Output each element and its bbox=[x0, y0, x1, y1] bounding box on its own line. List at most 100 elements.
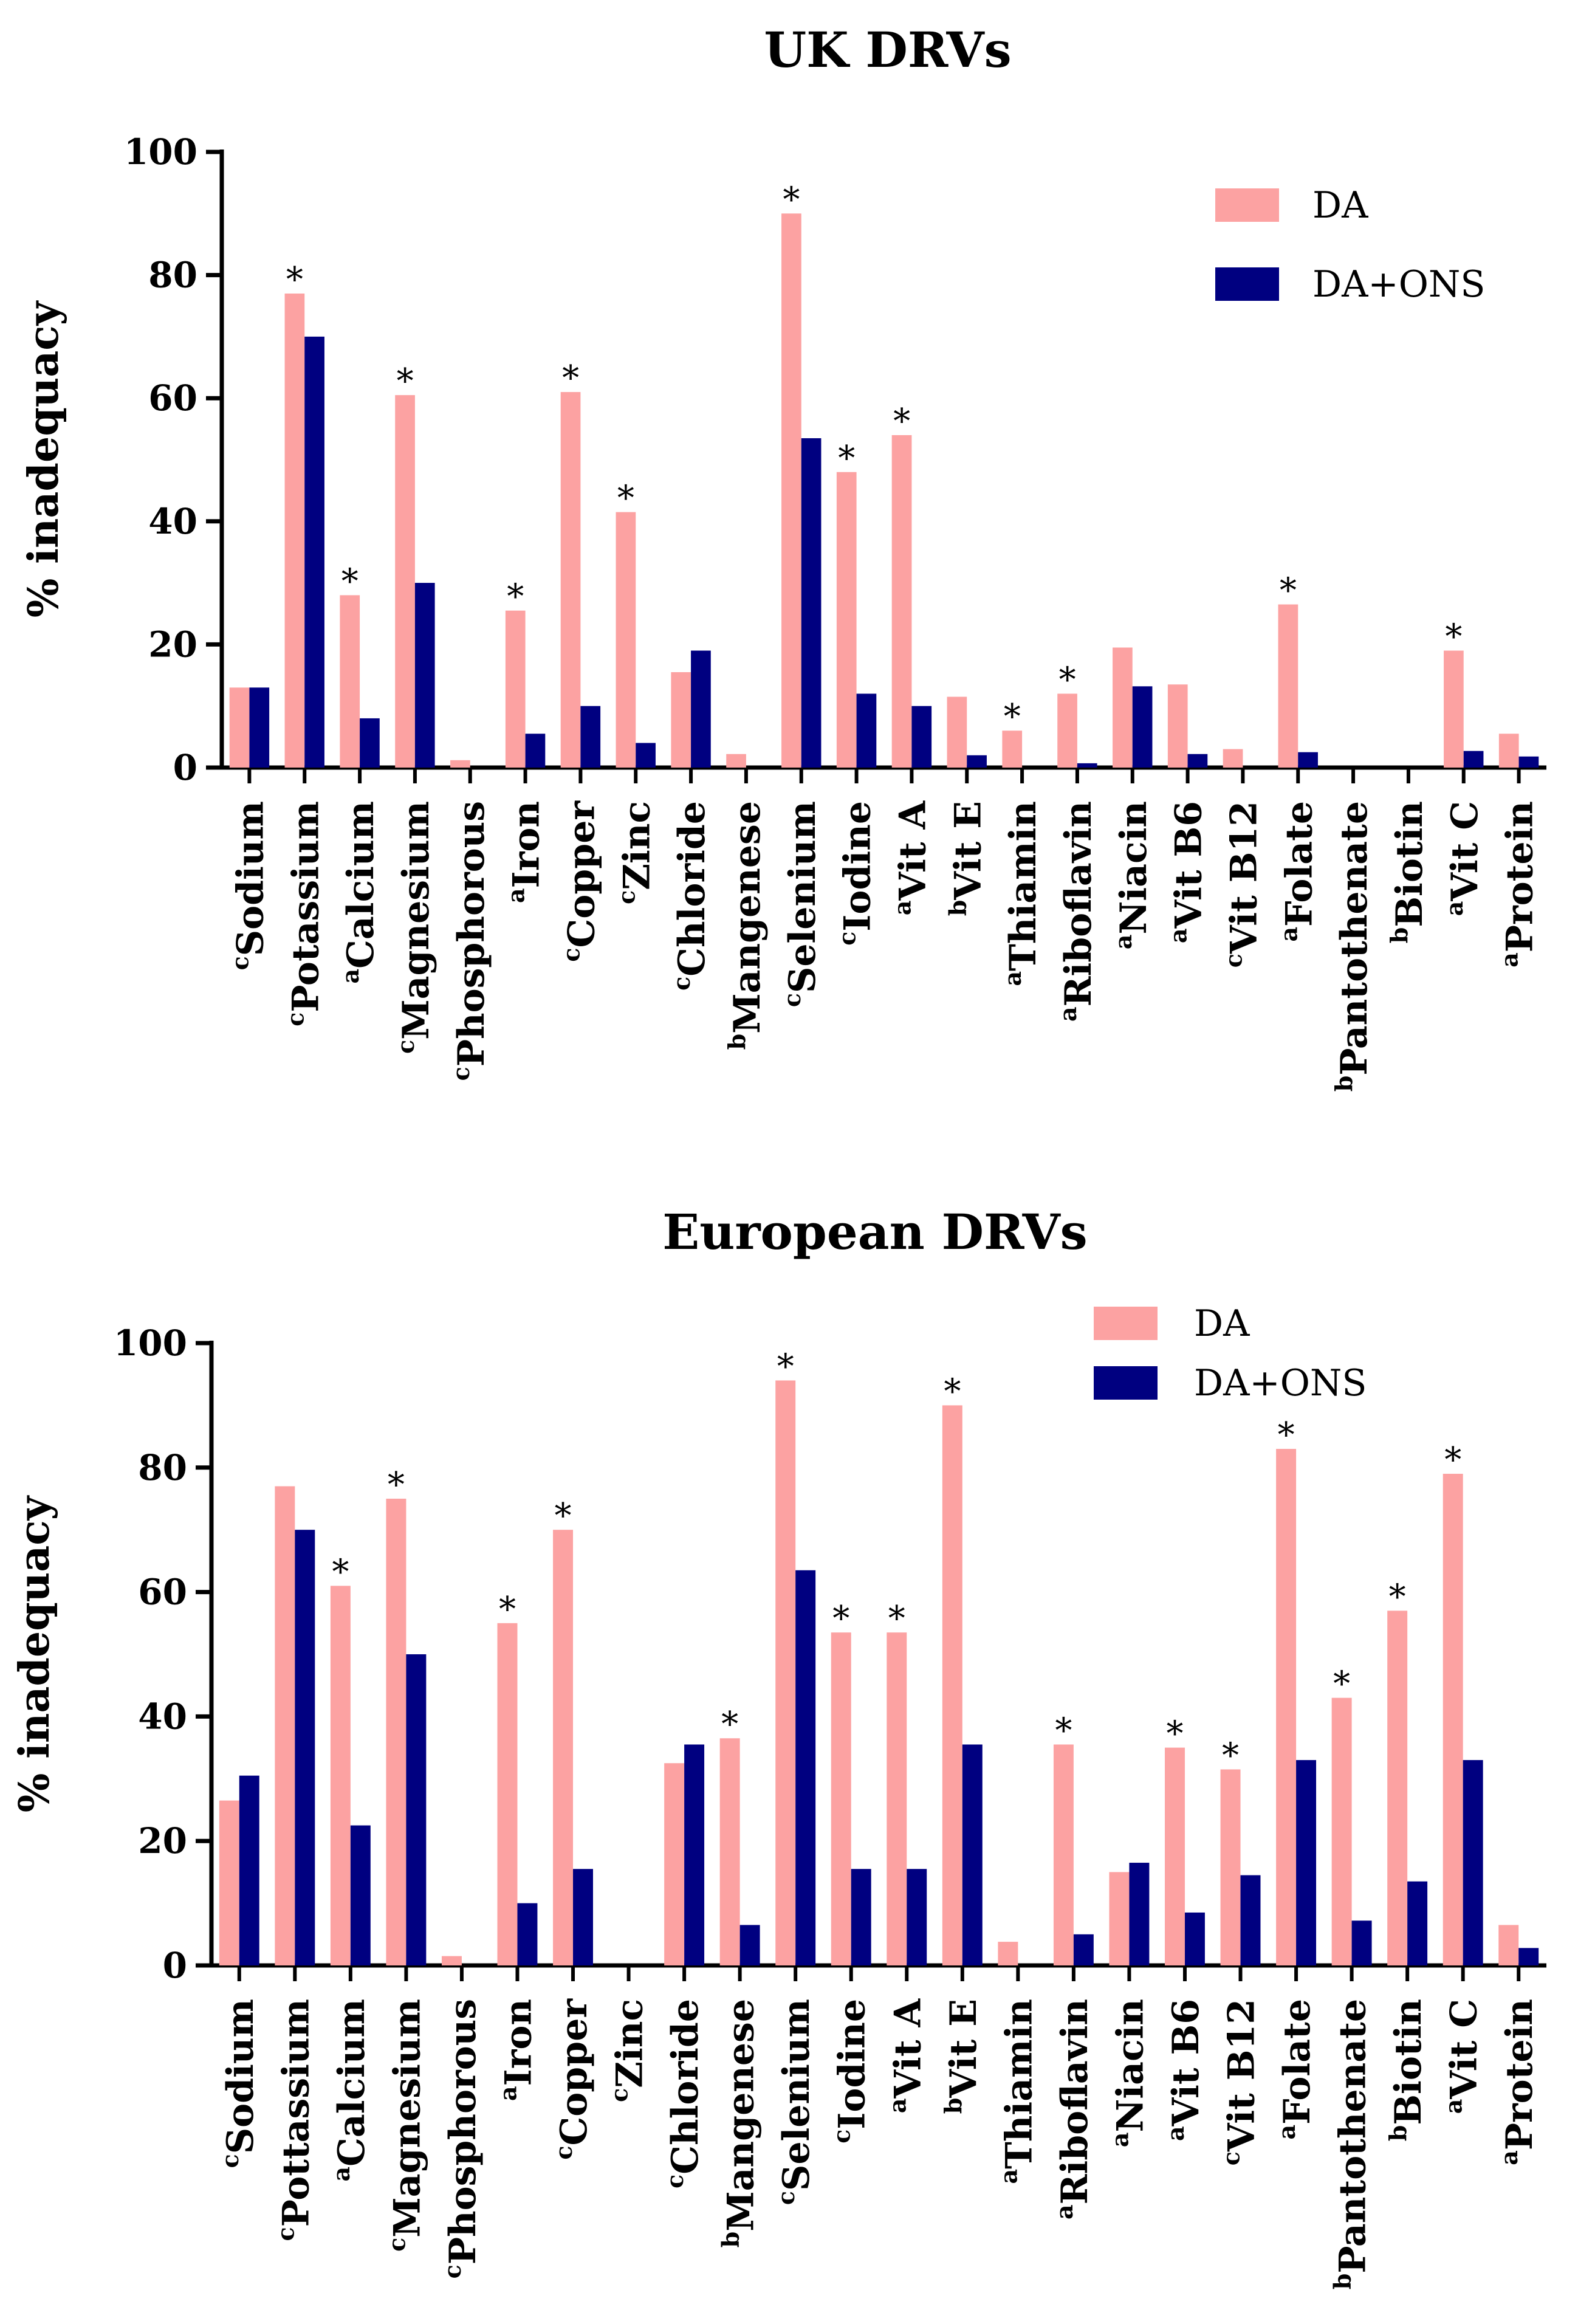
x-tick-label: aIron bbox=[494, 1999, 540, 2101]
x-tick-label: aVit C bbox=[1441, 801, 1486, 916]
bar-da-ons-9 bbox=[739, 1925, 760, 1965]
significance-marker: * bbox=[1389, 1577, 1406, 1617]
x-tick-label: aNiacin bbox=[1106, 1999, 1151, 2147]
category-name: Iron bbox=[506, 801, 548, 888]
significance-marker: * bbox=[888, 1599, 905, 1638]
category-name: Copper bbox=[553, 1998, 595, 2146]
category-superscript: b bbox=[1330, 1076, 1357, 1092]
x-tick-label: cPottassium bbox=[272, 1999, 317, 2241]
bar-da-9 bbox=[726, 754, 746, 768]
bar-da-0 bbox=[219, 1800, 239, 1965]
x-tick-label: aFolate bbox=[1275, 801, 1320, 942]
x-tick-label: aVit A bbox=[883, 1998, 929, 2114]
bar-da-ons-2 bbox=[350, 1825, 371, 1965]
category-superscript: a bbox=[883, 2098, 911, 2113]
bar-da-ons-15 bbox=[1073, 1934, 1094, 1965]
category-name: Niacin bbox=[1113, 801, 1155, 934]
x-tick-label: bVit E bbox=[939, 1999, 985, 2114]
bar-da-18 bbox=[1223, 749, 1243, 768]
category-superscript: c bbox=[834, 932, 861, 946]
category-superscript: c bbox=[1218, 2151, 1245, 2165]
category-name: Vit B12 bbox=[1221, 1999, 1263, 2152]
bar-da-ons-22 bbox=[1463, 1760, 1483, 1965]
significance-marker: * bbox=[838, 439, 855, 478]
x-tick-label: bBiotin bbox=[1384, 1999, 1430, 2141]
x-tick-label: cMagnesium bbox=[392, 801, 437, 1054]
category-name: Zinc bbox=[616, 801, 658, 890]
category-superscript: c bbox=[216, 2154, 244, 2168]
category-name: Pantothenate bbox=[1333, 801, 1376, 1076]
y-tick-label: 80 bbox=[138, 1447, 187, 1488]
category-name: Phosphorous bbox=[450, 801, 493, 1067]
bar-da-ons-16 bbox=[1129, 1863, 1150, 1965]
y-tick-label: 20 bbox=[138, 1820, 187, 1862]
bar-da-ons-17 bbox=[1184, 1912, 1205, 1965]
bar-da-12 bbox=[891, 435, 912, 768]
legend: DA DA+ONS bbox=[1215, 184, 1486, 306]
bar-da-12 bbox=[887, 1632, 907, 1965]
bar-da-ons-19 bbox=[1298, 752, 1318, 768]
bar-da-ons-19 bbox=[1296, 1760, 1317, 1965]
legend-swatch-da bbox=[1215, 188, 1279, 222]
bar-da-ons-3 bbox=[406, 1654, 427, 1965]
significance-marker: * bbox=[721, 1705, 738, 1744]
bar-da-17 bbox=[1167, 684, 1188, 768]
category-superscript: a bbox=[337, 969, 364, 984]
category-superscript: c bbox=[392, 1040, 419, 1054]
bar-da-2 bbox=[340, 595, 360, 768]
y-tick-label: 40 bbox=[138, 1696, 187, 1737]
category-name: Biotin bbox=[1387, 1999, 1430, 2125]
bar-da-11 bbox=[836, 472, 857, 768]
bar-da-10 bbox=[775, 1380, 796, 1965]
category-superscript: a bbox=[1165, 928, 1192, 943]
category-superscript: a bbox=[328, 2167, 355, 2182]
bar-da-ons-17 bbox=[1187, 754, 1208, 768]
legend-label-da-ons: DA+ONS bbox=[1194, 1362, 1367, 1404]
category-superscript: a bbox=[888, 900, 916, 915]
x-tick-label: cSelenium bbox=[778, 801, 824, 1007]
bar-da-ons-8 bbox=[684, 1744, 705, 1965]
bar-da-22 bbox=[1442, 1474, 1463, 1965]
category-superscript: a bbox=[999, 971, 1026, 986]
chart-title: European DRVs bbox=[662, 1203, 1087, 1260]
bar-da-ons-10 bbox=[801, 438, 822, 768]
y-tick-label: 0 bbox=[163, 1945, 187, 1986]
y-tick-label: 40 bbox=[148, 501, 197, 542]
category-name: Vit A bbox=[887, 1998, 929, 2099]
category-name: Vit E bbox=[947, 801, 989, 901]
bar-da-ons-2 bbox=[360, 718, 380, 768]
x-tick-label: aVit C bbox=[1440, 1999, 1486, 2114]
bar-da-ons-12 bbox=[907, 1869, 927, 1965]
x-tick-label: cPhosphorous bbox=[447, 801, 493, 1081]
bar-da-5 bbox=[505, 610, 526, 768]
bar-da-15 bbox=[1053, 1744, 1074, 1965]
category-name: Folate bbox=[1278, 801, 1320, 927]
bar-da-ons-5 bbox=[517, 1903, 538, 1965]
bar-da-8 bbox=[664, 1763, 685, 1965]
category-superscript: a bbox=[1273, 2125, 1300, 2140]
category-name: Riboflavin bbox=[1054, 1999, 1096, 2204]
significance-marker: * bbox=[397, 362, 414, 401]
x-tick-label: bPantothenate bbox=[1329, 1999, 1374, 2289]
significance-marker: * bbox=[777, 1347, 794, 1386]
bar-da-ons-12 bbox=[911, 706, 932, 768]
category-superscript: a bbox=[1051, 2204, 1078, 2219]
category-superscript: a bbox=[1441, 901, 1468, 916]
x-tick-label: cCopper bbox=[557, 800, 603, 962]
legend-label-da-ons: DA+ONS bbox=[1312, 263, 1486, 306]
category-name: Zinc bbox=[609, 1999, 651, 2088]
x-tick-label: bVit E bbox=[944, 801, 989, 916]
category-superscript: a bbox=[995, 2169, 1022, 2184]
category-name: Riboflavin bbox=[1057, 801, 1100, 1006]
bar-da-11 bbox=[831, 1632, 851, 1965]
bar-da-6 bbox=[553, 1530, 574, 1965]
category-superscript: c bbox=[550, 2145, 577, 2159]
bar-da-ons-10 bbox=[795, 1570, 816, 1965]
x-tick-label: aProtein bbox=[1495, 1999, 1541, 2165]
category-superscript: c bbox=[661, 2174, 688, 2188]
x-tick-label: cChloride bbox=[661, 1999, 707, 2188]
bar-da-3 bbox=[386, 1499, 407, 1965]
category-superscript: b bbox=[723, 1034, 750, 1050]
bar-da-5 bbox=[497, 1623, 518, 1965]
bar-da-ons-3 bbox=[414, 583, 435, 768]
